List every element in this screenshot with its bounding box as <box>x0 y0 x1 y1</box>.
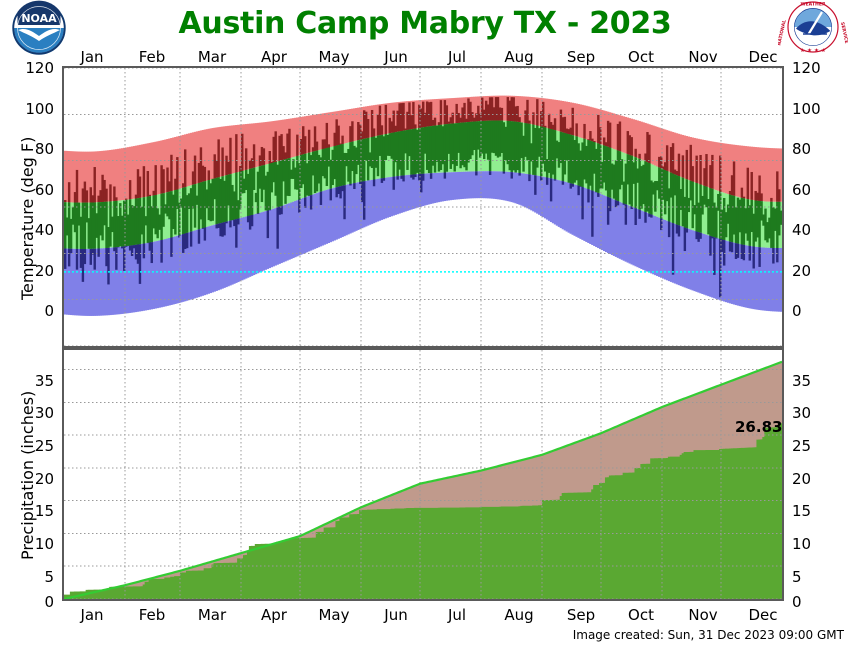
month-label-sep-bottom: Sep <box>566 606 596 624</box>
temp-tick-right-40: 40 <box>792 221 812 239</box>
national-weather-service-logo: WEATHER NATIONAL SERVICE ★ ★ ★ ★ <box>778 1 848 54</box>
noaa-logo: NOAA <box>12 0 66 55</box>
temp-tick-left-100: 100 <box>25 100 54 118</box>
precip-tick-left-35: 35 <box>34 372 54 390</box>
month-label-mar-bottom: Mar <box>197 606 227 624</box>
precip-tick-left-0: 0 <box>44 593 54 611</box>
precip-tick-right-15: 15 <box>792 502 812 520</box>
month-label-jun-bottom: Jun <box>384 606 408 624</box>
month-label-jul-bottom: Jul <box>447 606 467 624</box>
precip-tick-right-20: 20 <box>792 470 812 488</box>
precip-tick-right-5: 5 <box>792 568 802 586</box>
precip-tick-right-10: 10 <box>792 535 812 553</box>
precipitation-total-annotation: 26.83 <box>735 418 783 436</box>
image-created-note: Image created: Sun, 31 Dec 2023 09:00 GM… <box>572 628 844 642</box>
temp-tick-left-120: 120 <box>25 59 54 77</box>
header: NOAA Austin Camp Mabry TX - 2023 WEATHER… <box>0 0 850 56</box>
temperature-plot-canvas <box>64 68 782 346</box>
precip-tick-right-35: 35 <box>792 372 812 390</box>
month-label-jul-top: Jul <box>447 48 467 66</box>
temp-tick-right-100: 100 <box>792 100 821 118</box>
temp-tick-right-0: 0 <box>792 302 802 320</box>
month-label-jun-top: Jun <box>384 48 408 66</box>
precip-tick-right-0: 0 <box>792 593 802 611</box>
temp-tick-right-20: 20 <box>792 262 812 280</box>
month-label-aug-top: Aug <box>504 48 534 66</box>
temperature-chart <box>62 66 784 348</box>
month-label-mar-top: Mar <box>197 48 227 66</box>
month-label-dec-bottom: Dec <box>748 606 778 624</box>
month-label-may-bottom: May <box>318 606 350 624</box>
precip-tick-left-15: 15 <box>34 502 54 520</box>
precip-tick-left-20: 20 <box>34 470 54 488</box>
temp-tick-left-0: 0 <box>44 302 54 320</box>
month-label-may-top: May <box>318 48 350 66</box>
month-label-apr-bottom: Apr <box>261 606 287 624</box>
precip-tick-left-25: 25 <box>34 437 54 455</box>
month-label-feb-bottom: Feb <box>138 606 166 624</box>
month-label-aug-bottom: Aug <box>504 606 534 624</box>
svg-text:NOAA: NOAA <box>21 12 57 25</box>
svg-text:WEATHER: WEATHER <box>800 2 826 8</box>
precip-tick-left-5: 5 <box>44 568 54 586</box>
precipitation-plot-canvas <box>64 350 782 599</box>
precipitation-chart <box>62 348 784 601</box>
temp-tick-right-120: 120 <box>792 59 821 77</box>
precip-tick-right-30: 30 <box>792 404 812 422</box>
svg-text:★ ★ ★ ★: ★ ★ ★ ★ <box>800 47 826 54</box>
month-label-nov-top: Nov <box>688 48 718 66</box>
precip-tick-left-30: 30 <box>34 404 54 422</box>
month-label-oct-bottom: Oct <box>628 606 654 624</box>
month-label-jan-bottom: Jan <box>80 606 104 624</box>
month-label-jan-top: Jan <box>80 48 104 66</box>
page-title: Austin Camp Mabry TX - 2023 <box>178 6 672 41</box>
temp-tick-right-60: 60 <box>792 181 812 199</box>
temp-tick-left-80: 80 <box>34 140 54 158</box>
temp-tick-left-60: 60 <box>34 181 54 199</box>
month-label-apr-top: Apr <box>261 48 287 66</box>
month-label-sep-top: Sep <box>566 48 596 66</box>
month-label-dec-top: Dec <box>748 48 778 66</box>
month-label-oct-top: Oct <box>628 48 654 66</box>
temp-tick-right-80: 80 <box>792 140 812 158</box>
svg-text:NATIONAL: NATIONAL <box>778 19 788 46</box>
month-label-feb-top: Feb <box>138 48 166 66</box>
temp-tick-left-20: 20 <box>34 262 54 280</box>
precip-tick-right-25: 25 <box>792 437 812 455</box>
svg-text:SERVICE: SERVICE <box>839 22 848 45</box>
precip-tick-left-10: 10 <box>34 535 54 553</box>
month-label-nov-bottom: Nov <box>688 606 718 624</box>
temp-tick-left-40: 40 <box>34 221 54 239</box>
